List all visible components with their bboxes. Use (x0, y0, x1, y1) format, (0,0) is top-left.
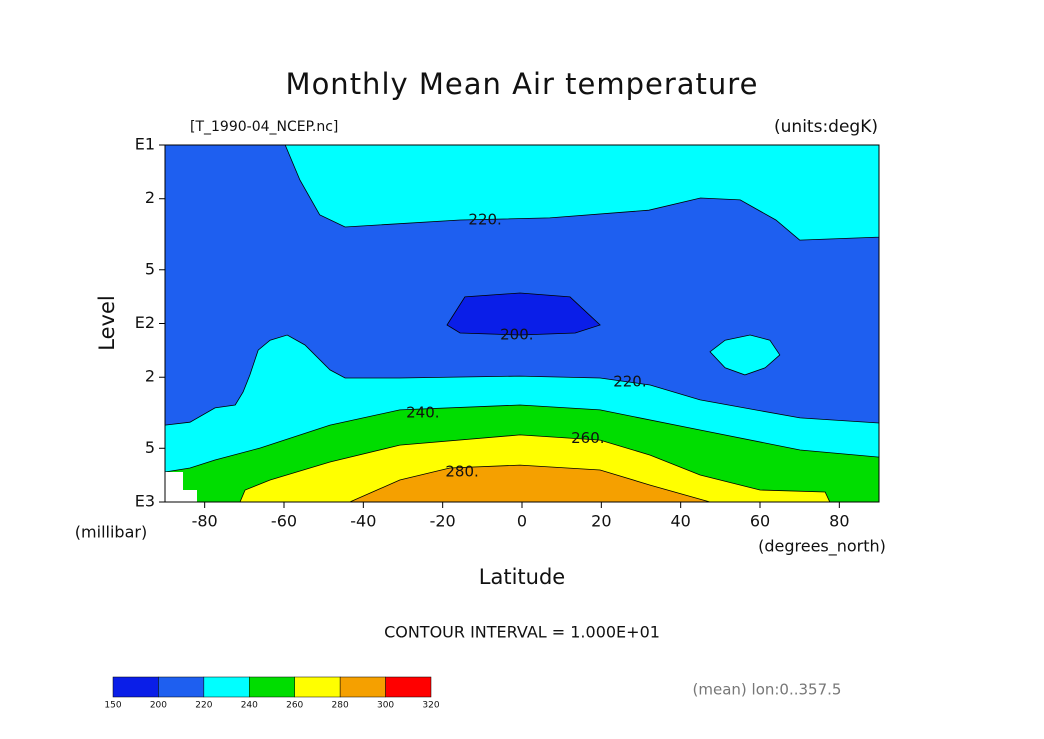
colorbar-label: 240 (241, 701, 258, 711)
contour-region (284, 145, 879, 241)
footnote: (mean) lon:0..357.5 (693, 681, 842, 699)
colorbar: 150 200 220 240 260 280 300 320 (104, 676, 440, 711)
missing-cell (183, 490, 197, 502)
x-tick-label: 60 (750, 512, 770, 531)
y-tick-label: 5 (145, 259, 155, 278)
y-tick-label: E1 (135, 135, 155, 154)
axes: -80 -60 -40 -20 0 20 40 60 80 E1 2 5 E2 2 5 E3 (135, 135, 850, 531)
colorbar-swatch (203, 676, 250, 698)
subtitle: [T_1990-04_NCEP.nc] (190, 119, 338, 135)
contour-region (709, 334, 781, 376)
colorbar-label: 320 (422, 701, 439, 711)
x-tick-label: -20 (430, 512, 456, 531)
contour-region (349, 464, 711, 502)
y-tick-label: 2 (145, 367, 155, 386)
colorbar-swatch (249, 676, 295, 698)
contour-label: 220. (613, 373, 646, 391)
chart-title: Monthly Mean Air temperature (286, 67, 759, 101)
colorbar-swatch (112, 676, 159, 698)
x-tick-label: -80 (192, 512, 218, 531)
colorbar-swatch (339, 676, 386, 698)
colorbar-label: 260 (286, 701, 303, 711)
colorbar-label: 150 (104, 701, 121, 711)
colorbar-label: 280 (332, 701, 349, 711)
x-tick-label: 80 (829, 512, 849, 531)
x-tick-label: -40 (350, 512, 376, 531)
contour-label: 220. (468, 210, 501, 228)
y-axis-label: Level (95, 295, 119, 350)
contour-label: 240. (406, 404, 439, 422)
x-tick-label: 0 (517, 512, 527, 531)
colorbar-label: 220 (195, 701, 212, 711)
contour-fills (165, 145, 879, 502)
x-units: (degrees_north) (758, 537, 886, 557)
y-tick-label: 2 (145, 188, 155, 207)
contour-label: 200. (500, 326, 533, 344)
y-units: (millibar) (75, 523, 147, 542)
missing-data (165, 472, 197, 502)
x-tick-label: -60 (271, 512, 297, 531)
x-axis-label: Latitude (479, 565, 565, 589)
contour-region (446, 292, 601, 336)
x-tick-label: 20 (591, 512, 611, 531)
contour-label: 260. (571, 429, 604, 447)
colorbar-label: 300 (377, 701, 394, 711)
colorbar-swatch (294, 676, 341, 698)
y-tick-label: E2 (135, 313, 155, 332)
contour-labels: 220. 200. 220. 240. 260. 280. (406, 210, 646, 480)
x-tick-label: 40 (670, 512, 690, 531)
y-tick-label: E3 (135, 492, 155, 511)
contour-interval: CONTOUR INTERVAL = 1.000E+01 (384, 623, 660, 642)
colorbar-label: 200 (150, 701, 167, 711)
y-tick-label: 5 (145, 438, 155, 457)
contour-label: 280. (445, 462, 478, 480)
missing-cell (165, 472, 183, 502)
colorbar-swatch (158, 676, 205, 698)
colorbar-swatch (385, 676, 432, 698)
units-label: (units:degK) (774, 117, 878, 137)
